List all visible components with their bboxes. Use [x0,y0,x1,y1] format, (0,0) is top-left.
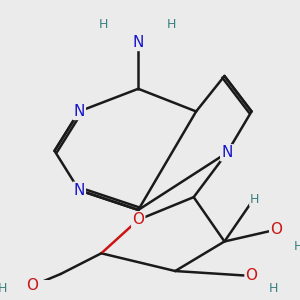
Text: N: N [74,104,85,119]
Text: H: H [0,282,8,295]
Text: N: N [74,183,85,198]
Text: N: N [133,35,144,50]
Text: H: H [99,18,109,31]
Text: H: H [167,18,176,31]
Text: H: H [250,193,260,206]
Text: H: H [294,240,300,253]
Text: O: O [270,222,282,237]
Text: O: O [132,212,144,227]
Text: N: N [221,145,232,160]
Text: O: O [246,268,258,284]
Text: O: O [26,278,38,293]
Text: H: H [269,282,278,295]
